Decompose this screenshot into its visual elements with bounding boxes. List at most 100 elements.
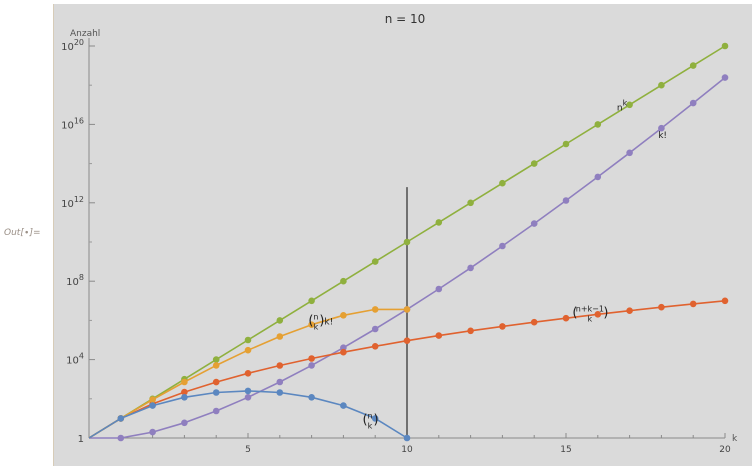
- data-point-binom: [244, 387, 252, 395]
- data-point-k_factorial: [244, 394, 252, 401]
- data-point-k_factorial: [721, 74, 729, 81]
- binom-right-paren: ): [603, 306, 608, 321]
- label-k-factorial: k!: [658, 131, 667, 141]
- data-point-n_pow_k: [562, 140, 570, 148]
- output-cell-label: Out[∙]=: [4, 228, 41, 238]
- data-point-n_pow_k: [499, 179, 506, 187]
- data-point-k_factorial: [276, 378, 284, 386]
- data-point-k_factorial: [371, 325, 379, 333]
- label-multiset-binom: (n+k−1k): [572, 305, 608, 324]
- data-point-multiset: [340, 348, 347, 356]
- data-point-perm: [149, 396, 156, 404]
- data-point-n_pow_k: [371, 258, 379, 265]
- data-point-n_pow_k: [340, 277, 347, 285]
- data-point-k_factorial: [658, 124, 665, 132]
- data-point-multiset: [276, 362, 284, 369]
- label-perm-binom: (nk): [308, 312, 324, 331]
- data-point-k_factorial: [467, 264, 474, 272]
- data-point-multiset: [562, 314, 570, 322]
- data-point-binom: [403, 434, 411, 442]
- data-point-k_factorial: [689, 99, 697, 107]
- x-tick-label: 15: [560, 445, 571, 455]
- x-tick-label: 20: [719, 445, 731, 455]
- data-point-multiset: [212, 378, 220, 386]
- log-plot: n = 10 Anzahl k 1 104 108 1012 1016 1020 5 10 15…: [54, 4, 752, 466]
- data-point-k_factorial: [117, 434, 125, 442]
- data-point-binom: [276, 389, 284, 396]
- data-point-n_pow_k: [530, 160, 538, 167]
- data-point-multiset: [658, 303, 665, 311]
- data-point-k_factorial: [594, 173, 602, 181]
- binom-bottom: k: [588, 315, 593, 324]
- data-point-multiset: [467, 327, 474, 335]
- data-point-multiset: [530, 318, 538, 326]
- binom-bottom: k: [314, 322, 319, 331]
- data-point-perm: [276, 333, 284, 340]
- data-point-multiset: [308, 355, 315, 362]
- data-point-n_pow_k: [244, 336, 252, 344]
- binom-top: n: [367, 411, 372, 420]
- binom-left-paren: (: [572, 306, 577, 321]
- data-point-k_factorial: [308, 362, 315, 369]
- binom-top: n: [313, 312, 318, 321]
- curve-labels: nkk!(n+k−1k)(nk) k!(nk): [308, 99, 667, 431]
- y-tick-label: 1020: [61, 38, 84, 53]
- data-point-multiset: [499, 323, 506, 330]
- series-multiset: [88, 297, 729, 439]
- data-point-perm: [340, 312, 347, 319]
- data-point-n_pow_k: [403, 238, 411, 246]
- data-point-n_pow_k: [212, 356, 220, 363]
- series-binom: [88, 387, 411, 442]
- data-point-multiset: [435, 332, 443, 339]
- data-point-perm: [308, 321, 315, 329]
- chart-title: n = 10: [385, 12, 426, 26]
- data-point-multiset: [721, 297, 729, 305]
- data-point-n_pow_k: [435, 219, 443, 226]
- data-point-multiset: [371, 343, 379, 350]
- binom-left-paren: (: [308, 313, 313, 328]
- data-point-k_factorial: [499, 242, 506, 250]
- y-tick-label: 1012: [61, 195, 84, 210]
- label-binom: (nk): [362, 411, 378, 430]
- y-tick-label: 104: [66, 352, 84, 367]
- data-point-binom: [149, 402, 156, 409]
- data-point-k_factorial: [435, 285, 443, 293]
- binom-top: n+k−1: [576, 305, 604, 314]
- y-tick-label: 1016: [61, 116, 84, 131]
- data-point-multiset: [594, 311, 602, 318]
- data-point-perm: [403, 306, 411, 313]
- x-tick-label: 5: [245, 445, 251, 455]
- graphics-output-frame: n = 10 Anzahl k 1 104 108 1012 1016 1020 5 10 15…: [53, 4, 752, 466]
- y-tick-label: 1: [78, 434, 84, 445]
- data-point-perm: [244, 346, 252, 354]
- data-point-n_pow_k: [721, 42, 729, 50]
- series-group: [88, 42, 729, 442]
- y-tick-label: 108: [66, 273, 84, 288]
- data-point-n_pow_k: [594, 121, 602, 128]
- data-point-k_factorial: [562, 197, 570, 204]
- data-point-n_pow_k: [276, 317, 284, 324]
- data-point-multiset: [403, 337, 411, 345]
- binom-right-paren: ): [319, 313, 324, 328]
- data-point-binom: [212, 389, 220, 396]
- y-axis-label: Anzahl: [70, 29, 100, 39]
- data-point-binom: [340, 402, 347, 409]
- data-point-binom: [117, 415, 125, 422]
- data-point-perm: [212, 362, 220, 369]
- data-point-binom: [371, 415, 379, 422]
- data-point-k_factorial: [212, 407, 220, 415]
- data-point-n_pow_k: [689, 62, 697, 69]
- axes: 1 104 108 1012 1016 1020 5 10 15 20: [61, 38, 731, 455]
- data-point-n_pow_k: [626, 101, 633, 109]
- data-point-multiset: [244, 370, 252, 377]
- binom-right-paren: ): [373, 412, 378, 427]
- data-point-k_factorial: [530, 220, 538, 227]
- data-point-n_pow_k: [467, 199, 474, 207]
- label-n-pow-k: nk: [617, 99, 628, 114]
- label-perm-suffix: k!: [324, 317, 333, 327]
- data-point-k_factorial: [181, 419, 188, 427]
- data-point-perm: [181, 378, 188, 386]
- data-point-binom: [308, 394, 315, 401]
- data-point-n_pow_k: [658, 81, 665, 89]
- data-point-multiset: [689, 300, 697, 308]
